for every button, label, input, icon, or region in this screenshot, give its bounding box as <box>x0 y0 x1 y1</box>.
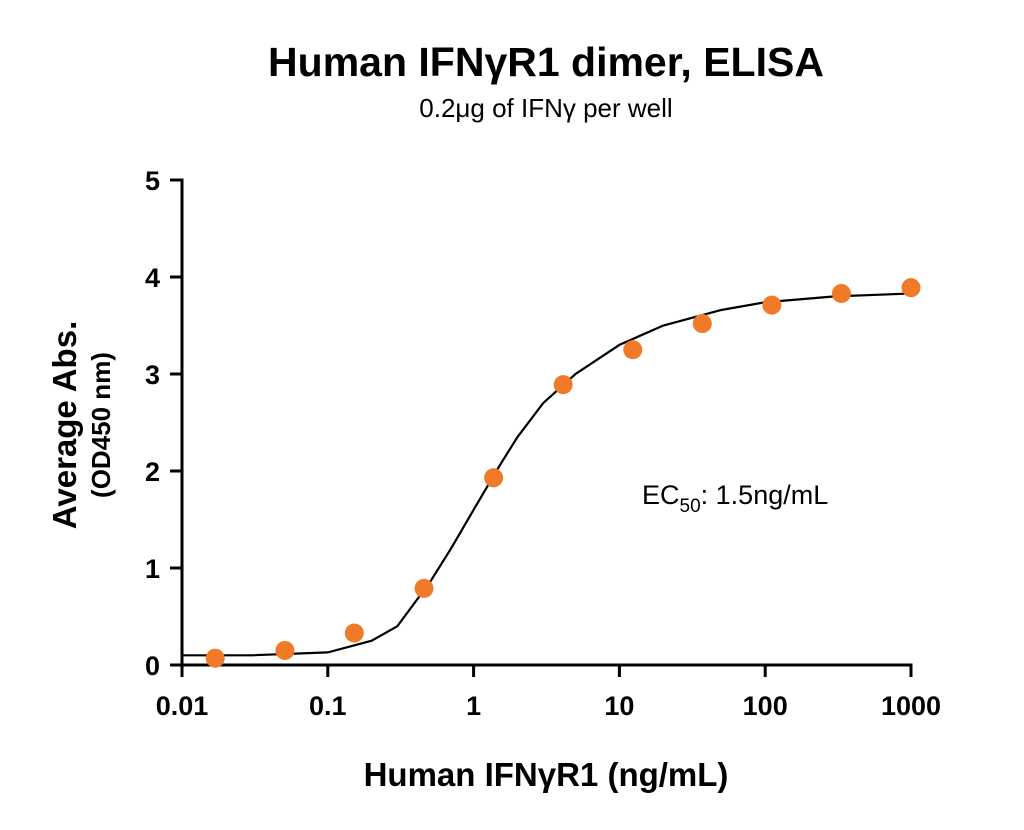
y-tick-label: 5 <box>145 166 160 196</box>
data-point <box>414 578 434 598</box>
data-point <box>205 648 225 668</box>
annotation: EC50: 1.5ng/mL <box>642 480 828 517</box>
y-tick-label: 4 <box>145 263 160 293</box>
x-tick-label: 1000 <box>881 691 941 721</box>
data-point <box>553 375 573 395</box>
data-point <box>484 468 504 488</box>
x-tick-label: 1 <box>466 691 481 721</box>
data-point <box>762 295 782 315</box>
x-tick-label: 100 <box>743 691 788 721</box>
x-tick-label: 0.1 <box>309 691 347 721</box>
data-point <box>692 314 712 334</box>
annotation-sub: 50 <box>680 496 701 517</box>
y-tick-label: 1 <box>145 554 160 584</box>
x-tick-label: 0.01 <box>156 691 209 721</box>
x-tick-label: 10 <box>604 691 634 721</box>
fit-curve <box>182 292 912 657</box>
data-point <box>344 623 364 643</box>
data-point <box>275 640 295 660</box>
y-tick-label: 2 <box>145 457 160 487</box>
chart-subtitle: 0.2μg of IFNγ per well <box>419 93 672 123</box>
y-axis-label: (OD450 nm) <box>86 352 116 498</box>
annotation-rest: : 1.5ng/mL <box>701 480 829 510</box>
y-tick-label: 0 <box>145 651 160 681</box>
data-point <box>831 283 851 303</box>
data-point <box>901 278 921 298</box>
x-axis-label: Human IFNγR1 (ng/mL) <box>364 756 729 793</box>
y-axis-label: Average Abs. <box>46 321 83 529</box>
chart-title: Human IFNγR1 dimer, ELISA <box>268 39 824 85</box>
y-tick-label: 3 <box>145 360 160 390</box>
data-point <box>623 340 643 360</box>
annotation-text: EC <box>642 480 680 510</box>
